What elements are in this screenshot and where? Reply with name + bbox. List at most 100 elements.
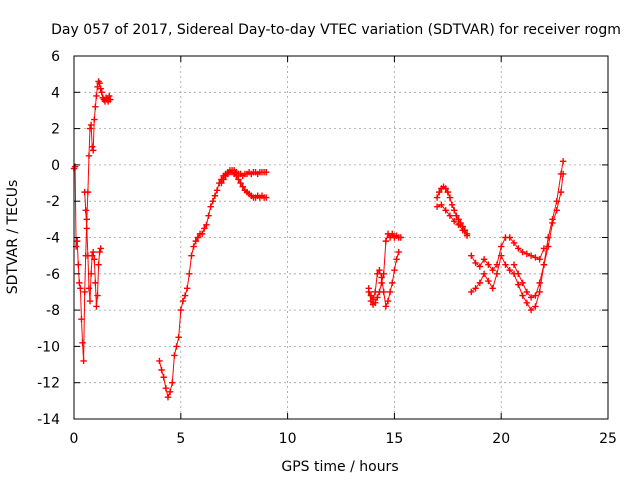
data-point [527, 252, 535, 259]
data-point [371, 299, 379, 307]
series-sat_h [433, 201, 471, 239]
data-point [498, 243, 505, 250]
data-point [384, 297, 392, 305]
data-point [97, 245, 104, 252]
data-point [389, 230, 396, 238]
data-point [203, 221, 210, 228]
data-point [87, 270, 95, 277]
data-point [82, 207, 89, 214]
data-point [207, 203, 214, 210]
y-tick-label: -4 [46, 231, 60, 247]
data-point [523, 250, 531, 258]
series-sat_k [510, 170, 567, 301]
data-point [376, 266, 383, 274]
data-point [211, 192, 219, 199]
data-point [453, 212, 460, 219]
data-series [70, 78, 567, 401]
data-point [83, 225, 91, 232]
data-point [451, 207, 458, 214]
data-point [459, 227, 466, 234]
data-point [86, 297, 94, 305]
data-point [455, 221, 462, 228]
data-point [85, 285, 93, 292]
data-point [92, 279, 99, 287]
data-point [95, 261, 102, 268]
data-point [523, 288, 531, 296]
data-point [506, 234, 513, 241]
data-point [472, 285, 479, 292]
series-sat_j [468, 158, 567, 314]
data-point [391, 266, 398, 274]
y-tick-label: 2 [51, 122, 60, 138]
data-point [179, 297, 187, 305]
series-sat_f [365, 248, 402, 310]
y-tick-label: -14 [37, 412, 60, 428]
data-point [536, 256, 543, 263]
data-point [96, 80, 103, 87]
data-point [239, 183, 246, 190]
data-point [536, 279, 543, 287]
data-point [107, 96, 114, 103]
data-point [451, 217, 458, 225]
data-point [369, 296, 377, 303]
data-point [220, 176, 227, 183]
y-tick-label: -10 [37, 339, 60, 355]
data-point [263, 194, 270, 201]
data-point [158, 366, 165, 374]
data-point [88, 252, 96, 259]
y-tick-label: -2 [46, 194, 60, 210]
data-point [209, 198, 217, 205]
data-point [81, 288, 88, 296]
data-point [442, 185, 449, 192]
data-point [515, 270, 522, 277]
data-point [235, 176, 242, 183]
data-point [502, 261, 509, 268]
x-tick-label: 15 [385, 431, 403, 447]
data-point [365, 288, 372, 296]
data-point [485, 277, 492, 285]
data-point [160, 374, 167, 381]
series-sat_a [70, 78, 114, 365]
data-point [510, 239, 518, 247]
data-point [553, 207, 560, 214]
data-point [395, 248, 402, 256]
data-point [86, 125, 94, 132]
data-point [166, 388, 174, 395]
data-point [433, 194, 441, 201]
data-point [489, 266, 496, 274]
data-point [515, 245, 522, 252]
data-point [81, 188, 88, 196]
data-point [519, 292, 526, 299]
data-point [80, 357, 87, 365]
data-point [76, 279, 83, 287]
data-point [519, 279, 526, 287]
data-point [156, 357, 163, 365]
data-point [371, 288, 379, 296]
chart-title: Day 057 of 2017, Sidereal Day-to-day VTE… [51, 22, 621, 38]
data-point [92, 103, 99, 111]
data-point [532, 303, 539, 310]
data-point [90, 248, 97, 256]
data-point [532, 254, 539, 261]
data-point [442, 207, 449, 214]
data-point [93, 303, 100, 310]
y-tick-label: 6 [51, 49, 60, 65]
data-point [97, 85, 104, 92]
data-point [374, 270, 381, 277]
grid [74, 56, 608, 419]
data-point [559, 158, 567, 165]
data-point [85, 152, 93, 160]
series-sat_g [433, 183, 471, 238]
data-point [94, 292, 101, 299]
data-point [493, 270, 501, 277]
data-point [393, 256, 400, 263]
data-point [382, 237, 390, 245]
data-point [78, 315, 85, 323]
data-point [94, 83, 101, 91]
x-tick-label: 5 [176, 431, 185, 447]
data-point [218, 179, 225, 187]
data-point [88, 143, 96, 150]
data-point [198, 230, 206, 238]
data-point [173, 343, 180, 350]
